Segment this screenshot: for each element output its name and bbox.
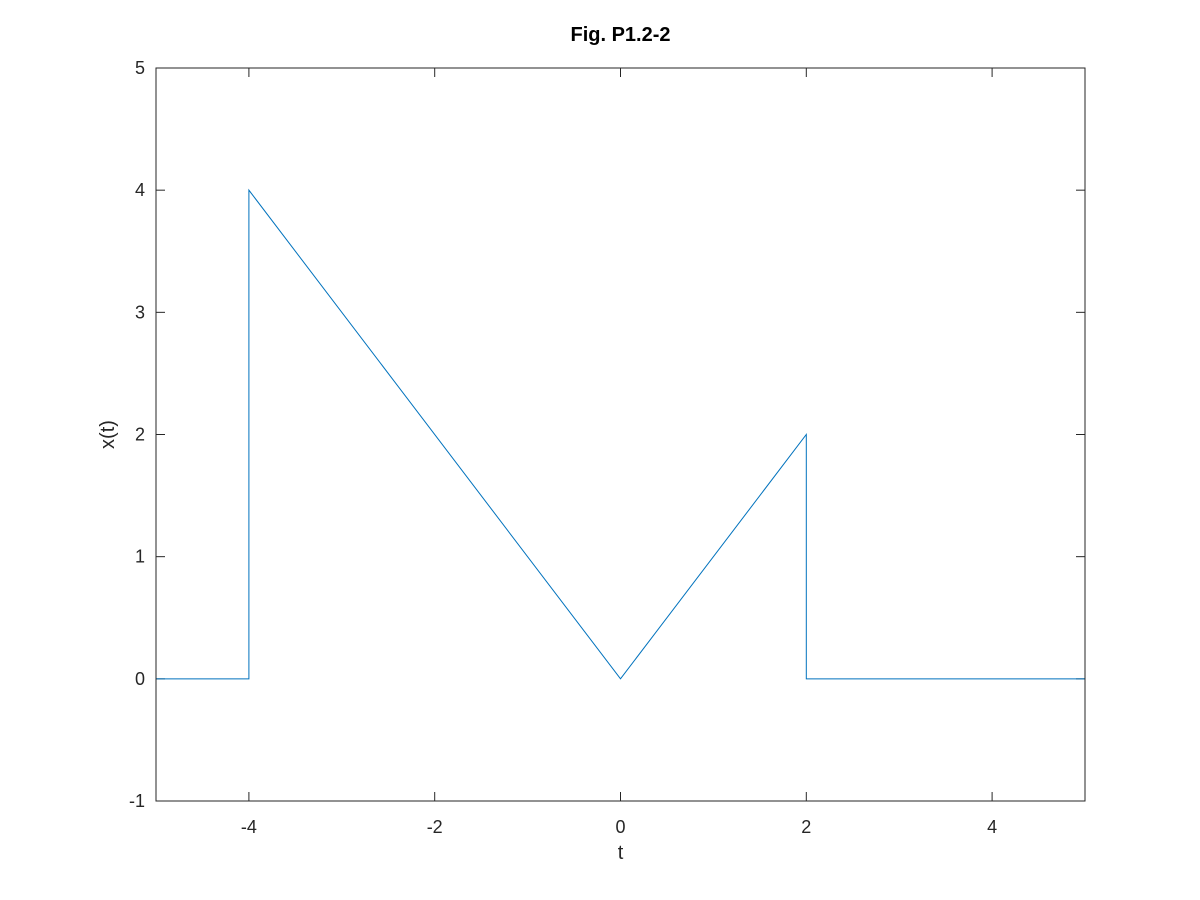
y-tick-label: 3 xyxy=(135,302,145,322)
x-tick-label: 4 xyxy=(987,817,997,837)
x-tick-label: 2 xyxy=(801,817,811,837)
y-tick-label: 5 xyxy=(135,58,145,78)
y-axis-label: x(t) xyxy=(97,420,119,449)
y-tick-label: 1 xyxy=(135,547,145,567)
series-layer xyxy=(156,188,1085,680)
x-tick-label: -4 xyxy=(241,817,257,837)
plot-frame xyxy=(155,67,1086,802)
y-tick-label: 0 xyxy=(135,669,145,689)
series-line xyxy=(156,188,1085,680)
x-tick-label: 0 xyxy=(615,817,625,837)
y-tick-label: 4 xyxy=(135,180,145,200)
y-tick-label: 2 xyxy=(135,425,145,445)
y-tick-label: -1 xyxy=(129,791,145,811)
x-tick-label: -2 xyxy=(427,817,443,837)
chart-title: Fig. P1.2-2 xyxy=(570,24,670,46)
plot-area xyxy=(156,68,1085,801)
tick-labels: -4 -2 0 2 4 -1 0 1 2 3 4 5 xyxy=(129,58,997,837)
x-axis-label: t xyxy=(618,842,624,864)
